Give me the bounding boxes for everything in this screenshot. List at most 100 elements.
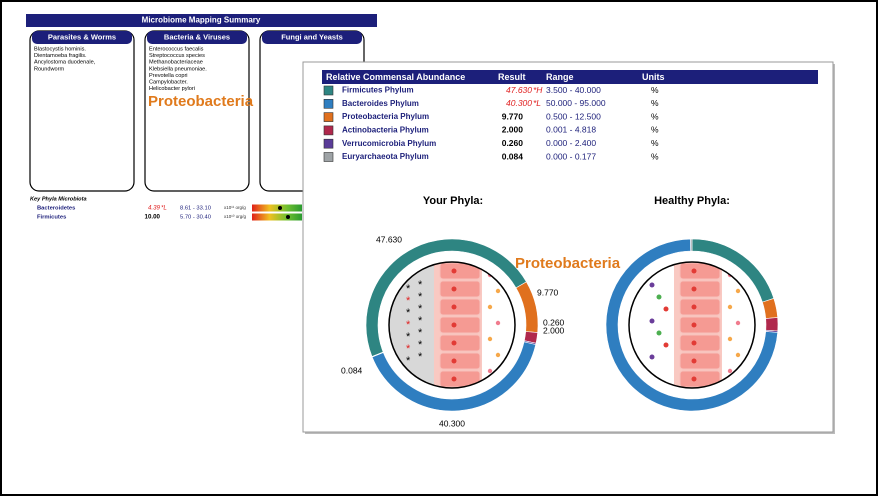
- microbe: [735, 320, 741, 326]
- nucleus: [451, 268, 457, 274]
- range: 0.000 - 0.177: [546, 151, 596, 161]
- nucleus: [691, 376, 697, 382]
- asterisk: *: [418, 339, 423, 351]
- healthy-donut-segment: [690, 238, 693, 252]
- microbe: [487, 368, 493, 374]
- column-heading-bar: [262, 31, 362, 44]
- summary-title: Microbiome Mapping Summary: [142, 16, 261, 25]
- key-phyla-name: Bacteroidetes: [37, 206, 75, 212]
- cell: [439, 352, 481, 370]
- nucleus: [691, 322, 697, 328]
- asterisk: *: [418, 327, 423, 339]
- nucleus: [691, 358, 697, 364]
- key-phyla-range: 5.70 - 30.40: [180, 215, 211, 221]
- unit: %: [651, 85, 659, 95]
- microbe: [663, 342, 669, 348]
- result: 2.000: [502, 125, 524, 135]
- key-phyla-title: Key Phyla Microbiota: [30, 196, 87, 202]
- key-phyla-unit: x10¹¹ org/g: [224, 205, 246, 210]
- asterisk: *: [418, 303, 423, 315]
- nucleus: [691, 304, 697, 310]
- cell: [679, 352, 721, 370]
- nucleus: [451, 322, 457, 328]
- table-header: Relative Commensal Abundance: [326, 72, 465, 82]
- column-heading: Fungi and Yeasts: [281, 32, 343, 41]
- nucleus: [691, 286, 697, 292]
- ring-inner-border: [628, 261, 756, 389]
- column-item: Helicobacter pylori: [149, 86, 195, 92]
- phylum-name: Proteobacteria Phylum: [342, 112, 429, 121]
- donut-label: 0.084: [341, 365, 363, 375]
- column-heading: Parasites & Worms: [48, 32, 116, 41]
- microbe: [656, 330, 662, 336]
- phylum-name: Bacteroides Phylum: [342, 99, 419, 108]
- cell: [679, 280, 721, 298]
- table-header: Units: [642, 72, 665, 82]
- asterisk: *: [406, 331, 411, 343]
- illustration: [649, 262, 741, 388]
- key-phyla-result: 4.39: [148, 205, 161, 212]
- column-item: Dientamoeba fragilis.: [34, 53, 87, 59]
- unit: %: [651, 151, 659, 161]
- key-phyla-flag: *L: [161, 205, 167, 212]
- asterisk: *: [406, 343, 411, 355]
- column-item: Methanobacteriaceae: [149, 60, 203, 66]
- column-item: Roundworm: [34, 66, 64, 72]
- unit: %: [651, 138, 659, 148]
- asterisk: *: [406, 319, 411, 331]
- microbe: [727, 368, 733, 374]
- healthy-donut-segment: [605, 238, 778, 412]
- nucleus: [451, 304, 457, 310]
- table-header: Range: [546, 72, 574, 82]
- asterisk: *: [406, 307, 411, 319]
- asterisk: *: [406, 295, 411, 307]
- asterisk: *: [418, 351, 423, 363]
- microbe: [649, 318, 655, 324]
- column-item: Streptococcus species: [149, 53, 205, 59]
- column-item: Klebsiella pneumoniae.: [149, 66, 207, 72]
- cell: [439, 316, 481, 334]
- healthy-phyla-title: Healthy Phyla:: [654, 195, 730, 207]
- column-item: Enterococcus faecalis: [149, 46, 204, 52]
- nucleus: [451, 376, 457, 382]
- result: 0.260: [502, 138, 524, 148]
- result: 9.770: [502, 111, 524, 121]
- nucleus: [451, 340, 457, 346]
- illustration: * ** ** ** ** ** ** *: [389, 262, 501, 388]
- result: 40.300: [506, 98, 532, 108]
- column-heading-bar: [32, 31, 132, 44]
- range: 0.001 - 4.818: [546, 125, 596, 135]
- cell: [679, 334, 721, 352]
- asterisk: *: [406, 283, 411, 295]
- microbe: [735, 352, 741, 358]
- table-header-bar: [322, 70, 818, 84]
- healthy-donut-segment: [765, 317, 779, 332]
- range: 3.500 - 40.000: [546, 85, 601, 95]
- gauge-dot: [278, 206, 282, 210]
- unit: %: [651, 111, 659, 121]
- cell: [679, 298, 721, 316]
- microbe: [495, 288, 501, 294]
- phylum-name: Euryarchaeota Phylum: [342, 152, 429, 161]
- column-item: Ancylostoma duodenale,: [34, 60, 96, 66]
- flag: *H: [533, 85, 543, 95]
- nucleus: [451, 286, 457, 292]
- phylum-name: Verrucomicrobia Phylum: [342, 139, 436, 148]
- your-phyla-title: Your Phyla:: [423, 195, 483, 207]
- range: 0.500 - 12.500: [546, 111, 601, 121]
- gauge: [252, 213, 302, 221]
- microbe: [663, 306, 669, 312]
- asterisk: *: [418, 279, 423, 291]
- microbe: [649, 354, 655, 360]
- donut-label: 2.000: [543, 325, 565, 335]
- legend-swatch: [323, 152, 334, 162]
- flag: *L: [533, 98, 541, 108]
- annotation: Proteobacteria: [148, 93, 254, 110]
- donut-label: 47.630: [376, 234, 402, 244]
- asterisk: *: [418, 291, 423, 303]
- key-phyla-name: Firmicutes: [37, 215, 66, 221]
- annotation: Proteobacteria: [515, 255, 621, 272]
- summary-header-bar: [26, 14, 377, 27]
